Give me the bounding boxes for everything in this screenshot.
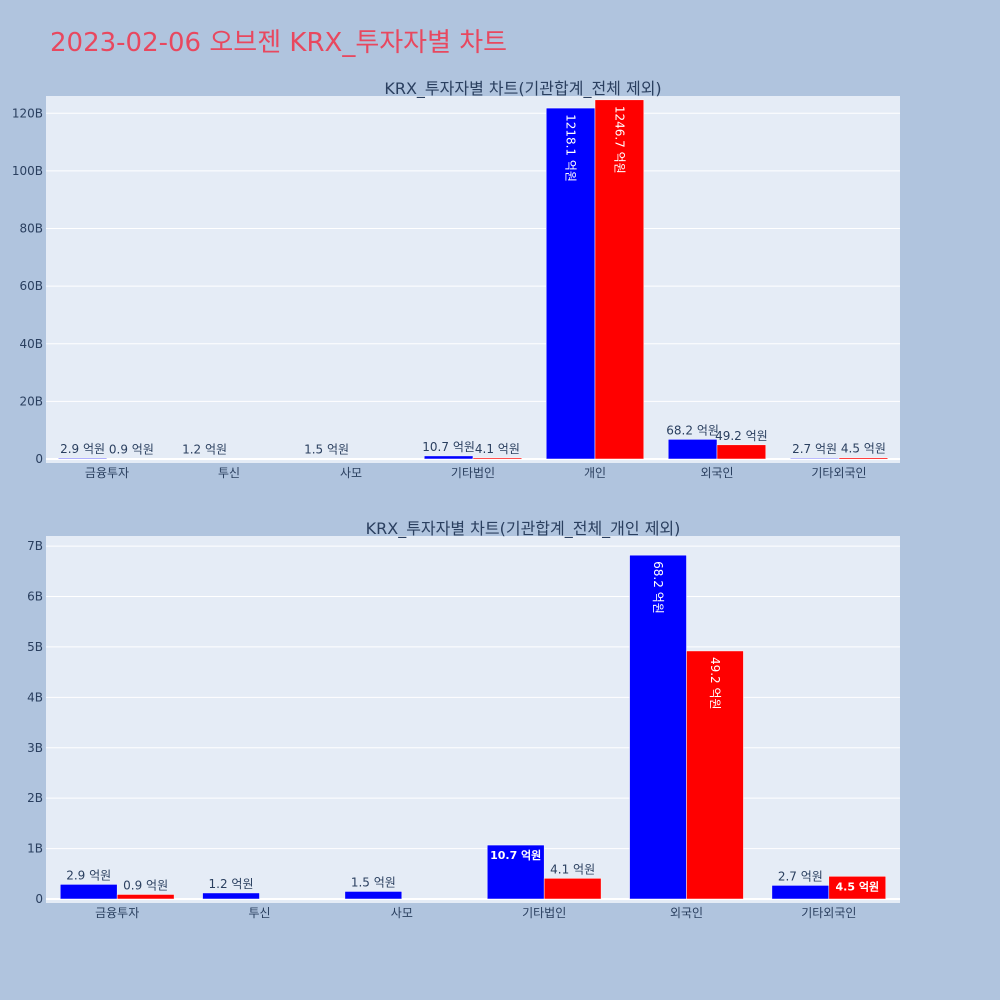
bar-series2 [472, 457, 523, 460]
bar-series1 [667, 439, 718, 460]
y-tick-label: 80B [19, 222, 43, 236]
data-label: 1.5 억원 [304, 443, 349, 457]
bar-series1 [344, 891, 403, 900]
data-label: 1.2 억원 [209, 877, 254, 891]
data-label: 4.5 억원 [836, 879, 880, 893]
data-label: 49.2 억원 [715, 429, 768, 443]
plot-area [46, 536, 900, 903]
bar-series1 [423, 455, 474, 460]
bar-series1 [57, 457, 108, 460]
y-tick-label: 7B [27, 539, 43, 553]
bar-series1 [629, 554, 687, 900]
bar-series2 [828, 876, 887, 900]
data-label: 0.9 억원 [123, 878, 168, 892]
data-label: 68.2 억원 [666, 423, 719, 437]
chart-title: KRX_투자자별 차트(기관합계_전체_개인 제외) [366, 519, 681, 539]
y-tick-label: 120B [12, 106, 43, 120]
plot-area [46, 96, 900, 463]
chart-title: KRX_투자자별 차트(기관합계_전체 제외) [384, 79, 661, 99]
data-label: 2.9 억원 [60, 442, 105, 456]
data-label: 4.5 억원 [841, 442, 886, 456]
data-label: 1246.7 억원 [612, 106, 626, 174]
x-tick-label: 금융투자 [95, 906, 139, 920]
data-label: 1.5 억원 [351, 875, 396, 889]
data-label: 0.9 억원 [109, 443, 154, 457]
y-tick-label: 40B [19, 337, 43, 351]
y-tick-label: 0 [35, 892, 43, 906]
y-tick-label: 0 [35, 452, 43, 466]
x-tick-label: 투신 [218, 466, 240, 480]
x-tick-label: 사모 [391, 906, 413, 920]
data-label: 10.7 억원 [490, 848, 541, 862]
bar-series1 [789, 457, 840, 460]
x-tick-label: 외국인 [700, 466, 733, 480]
bar-series2 [116, 894, 175, 900]
data-label: 68.2 억원 [651, 561, 665, 614]
x-tick-label: 기타외국인 [811, 466, 866, 480]
y-tick-label: 4B [27, 690, 43, 704]
y-tick-label: 3B [27, 741, 43, 755]
chart-2: 0 1B 2B 3B 4B 5B 6B 7B KRX_투자자별 차트(기관합계_전체_개인 제외… [27, 519, 900, 920]
data-label: 49.2 억원 [708, 657, 722, 710]
bar-series1 [59, 884, 118, 900]
y-tick-label: 20B [19, 394, 43, 408]
x-tick-label: 금융투자 [85, 466, 129, 480]
bar-series1 [486, 844, 545, 900]
x-tick-label: 기타외국인 [801, 906, 856, 920]
bar-series1 [545, 107, 596, 460]
chart-1: 0 20B 40B 60B 80B 100B 120B KRX_투자자별 차트(기관합계_전체… [12, 79, 900, 480]
data-label: 2.7 억원 [792, 442, 837, 456]
data-label: 2.9 억원 [66, 868, 111, 882]
y-tick-label: 5B [27, 640, 43, 654]
y-tick-label: 2B [27, 791, 43, 805]
y-tick-label: 100B [12, 164, 43, 178]
y-tick-label: 6B [27, 590, 43, 604]
bar-series1 [202, 892, 260, 900]
y-tick-label: 1B [27, 842, 43, 856]
x-tick-label: 기타법인 [451, 466, 495, 480]
data-label: 4.1 억원 [475, 442, 520, 456]
y-tick-label: 60B [19, 279, 43, 293]
x-tick-label: 개인 [584, 466, 606, 480]
data-label: 4.1 억원 [550, 862, 595, 876]
x-tick-label: 외국인 [670, 906, 703, 920]
bar-series1 [771, 885, 830, 900]
data-label: 1.2 억원 [182, 443, 227, 457]
bar-series2 [838, 457, 889, 460]
bar-series2 [716, 444, 767, 460]
x-tick-label: 투신 [248, 906, 270, 920]
x-tick-label: 사모 [340, 466, 362, 480]
bar-series2 [686, 650, 744, 900]
data-label: 10.7 억원 [422, 440, 475, 454]
bar-series2 [594, 99, 645, 460]
bar-series2 [543, 878, 602, 900]
data-label: 1218.1 억원 [564, 114, 578, 182]
x-tick-label: 기타법인 [522, 906, 566, 920]
page-title: 2023-02-06 오브젠 KRX_투자자별 차트 [50, 28, 508, 58]
data-label: 2.7 억원 [778, 869, 823, 883]
